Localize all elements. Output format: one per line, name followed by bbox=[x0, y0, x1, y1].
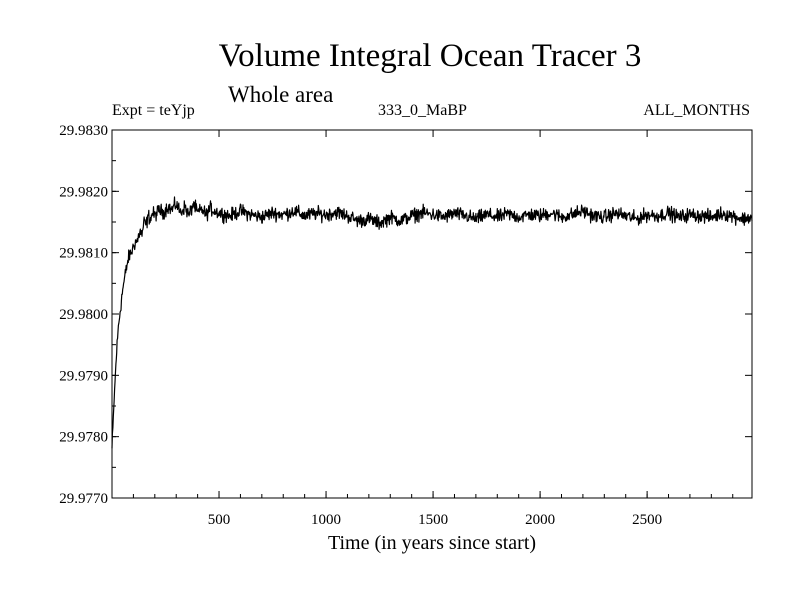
y-tick-label: 29.9810 bbox=[59, 246, 108, 262]
plot-frame bbox=[111, 129, 753, 499]
x-tick-label: 500 bbox=[208, 512, 231, 528]
y-tick-label: 29.9800 bbox=[59, 307, 108, 323]
y-tick-label: 29.9770 bbox=[59, 491, 108, 507]
chart-title: Volume Integral Ocean Tracer 3 bbox=[218, 38, 642, 74]
chart-subtitle: Whole area bbox=[228, 82, 334, 107]
y-tick-label: 29.9790 bbox=[59, 368, 108, 384]
x-tick-label: 1000 bbox=[311, 512, 341, 528]
y-tick-label: 29.9820 bbox=[59, 184, 108, 200]
period-label: 333_0_MaBP bbox=[378, 102, 467, 119]
y-tick-label: 29.9780 bbox=[59, 430, 108, 446]
experiment-label: Expt = teYjp bbox=[112, 102, 195, 119]
series-layer bbox=[111, 196, 753, 449]
series-line-0 bbox=[111, 196, 753, 449]
months-label: ALL_MONTHS bbox=[643, 102, 750, 119]
x-tick-label: 2500 bbox=[632, 512, 662, 528]
y-axis: 29.9770 29.9780 29.9790 29.9800 29.9810 29.98… bbox=[59, 123, 752, 507]
x-axis: 500 1000 1500 2000 2500 bbox=[132, 130, 734, 528]
y-tick-label: 29.9830 bbox=[59, 123, 108, 139]
x-tick-label: 1500 bbox=[418, 512, 448, 528]
x-tick-label: 2000 bbox=[525, 512, 555, 528]
x-axis-label: Time (in years since start) bbox=[327, 532, 537, 554]
